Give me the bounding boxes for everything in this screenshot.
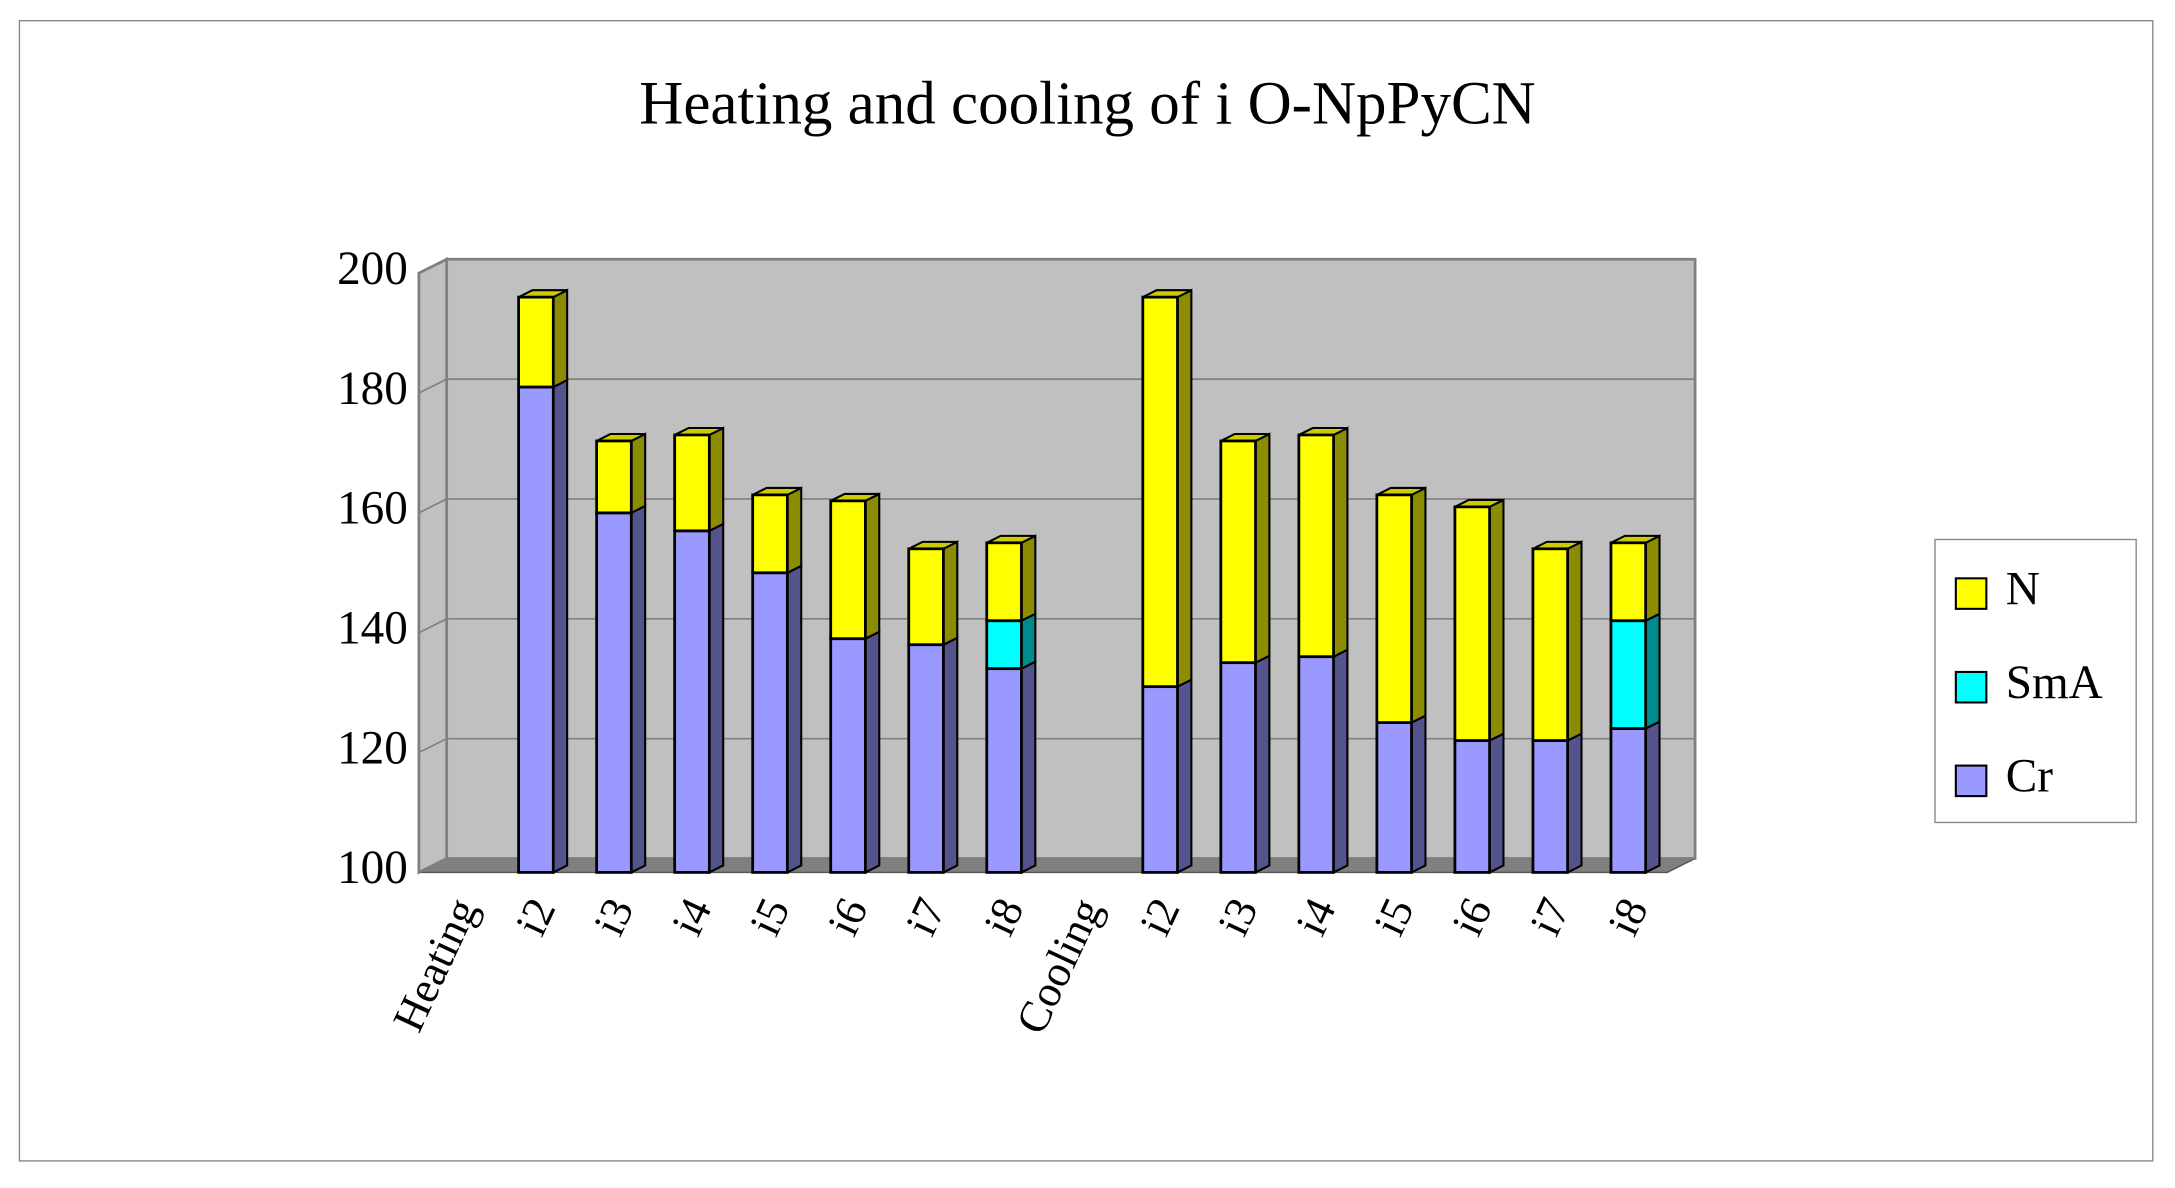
legend-swatch: [1954, 577, 1988, 610]
bar: [1375, 721, 1413, 874]
bar-side: [1488, 498, 1505, 743]
bar-side: [630, 504, 647, 875]
bar: [517, 385, 555, 874]
bar: [1141, 685, 1179, 874]
bar: [1609, 541, 1648, 623]
bar-side: [1644, 534, 1661, 623]
bar: [985, 667, 1023, 874]
grid-line: [418, 378, 1696, 394]
bar-side: [786, 564, 803, 875]
bar-side: [942, 636, 959, 875]
y-tick-label: 180: [337, 363, 408, 415]
bar: [595, 511, 633, 874]
grid-line: [418, 857, 1696, 874]
bar-side: [1566, 540, 1583, 743]
bar-side: [1566, 731, 1583, 875]
bar-side: [552, 288, 569, 389]
bar: [1219, 439, 1257, 665]
bar-side: [1176, 288, 1193, 689]
bar: [1141, 295, 1179, 689]
bar-side: [1644, 612, 1661, 731]
y-tick-label: 120: [337, 722, 408, 774]
bar: [985, 541, 1023, 623]
bar-side: [1410, 486, 1427, 725]
bar: [673, 529, 711, 874]
chart-title: Heating and cooling of i O-NpPyCN: [639, 70, 1535, 137]
bar-side: [1176, 678, 1193, 875]
bar-side: [708, 522, 725, 875]
legend-swatch: [1954, 670, 1988, 704]
bar-side: [1488, 731, 1505, 875]
y-tick-label: 200: [337, 243, 408, 295]
bar: [907, 547, 945, 647]
bar-side: [1644, 719, 1661, 875]
bar: [829, 637, 867, 874]
bar: [673, 433, 711, 533]
legend-label: N: [2006, 563, 2040, 615]
side-wall: [417, 257, 449, 875]
bar: [829, 499, 867, 641]
bar-side: [708, 426, 725, 533]
grid-line: [418, 258, 1696, 274]
bar: [1219, 661, 1257, 874]
bar-side: [630, 432, 647, 515]
legend-label: Cr: [2006, 751, 2053, 803]
bar-side: [1332, 648, 1349, 875]
bar: [595, 439, 633, 515]
bar: [751, 493, 789, 575]
bar-side: [942, 540, 959, 647]
bar-side: [1254, 432, 1271, 665]
bar: [1375, 493, 1413, 724]
y-tick-label: 160: [337, 483, 408, 535]
bar-side: [786, 486, 803, 575]
bar-side: [864, 492, 881, 641]
bar-side: [1020, 660, 1037, 875]
grid-line: [418, 737, 1696, 754]
bar: [1453, 505, 1491, 742]
bar: [907, 643, 945, 874]
legend-swatch: [1954, 764, 1988, 798]
grid-line: [418, 617, 1696, 634]
bar-side: [1020, 612, 1037, 671]
bar-side: [552, 378, 569, 875]
bar: [751, 571, 789, 874]
bar: [1609, 619, 1648, 730]
bar: [1297, 655, 1335, 874]
bar: [985, 619, 1023, 671]
bar: [1531, 739, 1570, 874]
bar: [1453, 739, 1491, 874]
bar: [1531, 547, 1570, 742]
bar-side: [1332, 426, 1349, 659]
bar: [517, 295, 555, 389]
bar-side: [1254, 654, 1271, 875]
bar: [1297, 433, 1335, 659]
y-tick-label: 140: [337, 603, 408, 655]
y-tick-label: 100: [337, 842, 408, 894]
bar: [1609, 727, 1648, 874]
bar-side: [1020, 534, 1037, 623]
bar-side: [864, 630, 881, 875]
legend-label: SmA: [2006, 657, 2103, 709]
grid-line: [418, 498, 1696, 514]
bar-side: [1410, 713, 1427, 875]
